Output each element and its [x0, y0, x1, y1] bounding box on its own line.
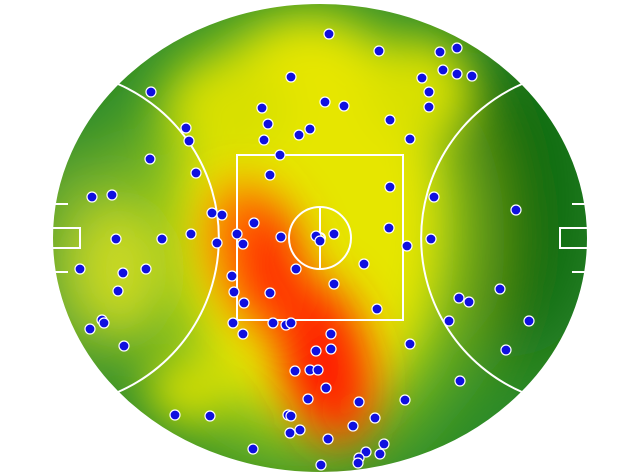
player-dot	[228, 286, 240, 298]
player-dot	[314, 235, 326, 247]
player-dot	[256, 102, 268, 114]
player-dot	[347, 420, 359, 432]
player-dot	[328, 278, 340, 290]
player-dot	[144, 153, 156, 165]
player-dot	[185, 228, 197, 240]
player-dot	[451, 42, 463, 54]
player-dot	[180, 122, 192, 134]
player-dot	[204, 410, 216, 422]
player-dot	[264, 287, 276, 299]
player-dot	[86, 191, 98, 203]
player-dot	[353, 396, 365, 408]
player-dot	[310, 345, 322, 357]
player-dot	[237, 328, 249, 340]
player-dot	[510, 204, 522, 216]
player-dot	[369, 412, 381, 424]
player-dot	[500, 344, 512, 356]
player-dot	[110, 233, 122, 245]
player-dot	[227, 317, 239, 329]
player-dot	[454, 375, 466, 387]
player-dot	[284, 427, 296, 439]
player-dot	[140, 263, 152, 275]
player-dot	[237, 238, 249, 250]
player-dot	[304, 123, 316, 135]
player-dot	[384, 181, 396, 193]
player-dot	[425, 233, 437, 245]
player-dot	[226, 270, 238, 282]
player-dot	[258, 134, 270, 146]
player-dot	[285, 317, 297, 329]
player-dot	[84, 323, 96, 335]
player-dot	[325, 343, 337, 355]
player-dot	[325, 328, 337, 340]
player-dot	[312, 364, 324, 376]
player-dot	[190, 167, 202, 179]
player-dot	[117, 267, 129, 279]
player-dot	[290, 263, 302, 275]
player-dot	[404, 338, 416, 350]
player-dot	[523, 315, 535, 327]
player-dot	[183, 135, 195, 147]
player-dot	[267, 317, 279, 329]
player-dot	[156, 233, 168, 245]
player-dot	[404, 133, 416, 145]
player-dot	[371, 303, 383, 315]
player-dot	[463, 296, 475, 308]
player-dot	[247, 443, 259, 455]
player-dot	[319, 96, 331, 108]
player-dot	[323, 28, 335, 40]
player-dot	[169, 409, 181, 421]
player-dot	[352, 457, 364, 469]
player-dot	[401, 240, 413, 252]
player-dot	[423, 86, 435, 98]
player-dot	[206, 207, 218, 219]
player-dot	[374, 448, 386, 460]
player-dot	[285, 410, 297, 422]
player-dot	[384, 114, 396, 126]
player-dot	[112, 285, 124, 297]
player-dot	[437, 64, 449, 76]
player-dot	[248, 217, 260, 229]
player-dot	[98, 317, 110, 329]
player-dot	[466, 70, 478, 82]
player-dot	[322, 433, 334, 445]
player-dot	[451, 68, 463, 80]
player-dot	[289, 365, 301, 377]
player-dot	[216, 209, 228, 221]
player-dot	[328, 228, 340, 240]
player-dot	[428, 191, 440, 203]
player-dot	[383, 222, 395, 234]
player-dot	[293, 129, 305, 141]
player-dot	[274, 149, 286, 161]
player-dot	[238, 297, 250, 309]
player-dot	[302, 393, 314, 405]
player-dot	[434, 46, 446, 58]
player-dot	[360, 446, 372, 458]
player-dot	[494, 283, 506, 295]
player-dot	[320, 382, 332, 394]
player-dot	[399, 394, 411, 406]
player-dot	[275, 231, 287, 243]
player-dot	[453, 292, 465, 304]
player-dot	[416, 72, 428, 84]
player-dot	[74, 263, 86, 275]
player-dot	[264, 169, 276, 181]
player-dot	[373, 45, 385, 57]
player-dot	[358, 258, 370, 270]
player-dot	[315, 459, 327, 471]
player-dot	[338, 100, 350, 112]
player-dot	[262, 118, 274, 130]
player-dot	[145, 86, 157, 98]
player-dot	[443, 315, 455, 327]
player-dot	[231, 228, 243, 240]
player-dot	[211, 237, 223, 249]
player-dot	[106, 189, 118, 201]
player-dot	[294, 424, 306, 436]
player-dot	[423, 101, 435, 113]
player-dot	[118, 340, 130, 352]
player-dot	[285, 71, 297, 83]
player-dot	[378, 438, 390, 450]
